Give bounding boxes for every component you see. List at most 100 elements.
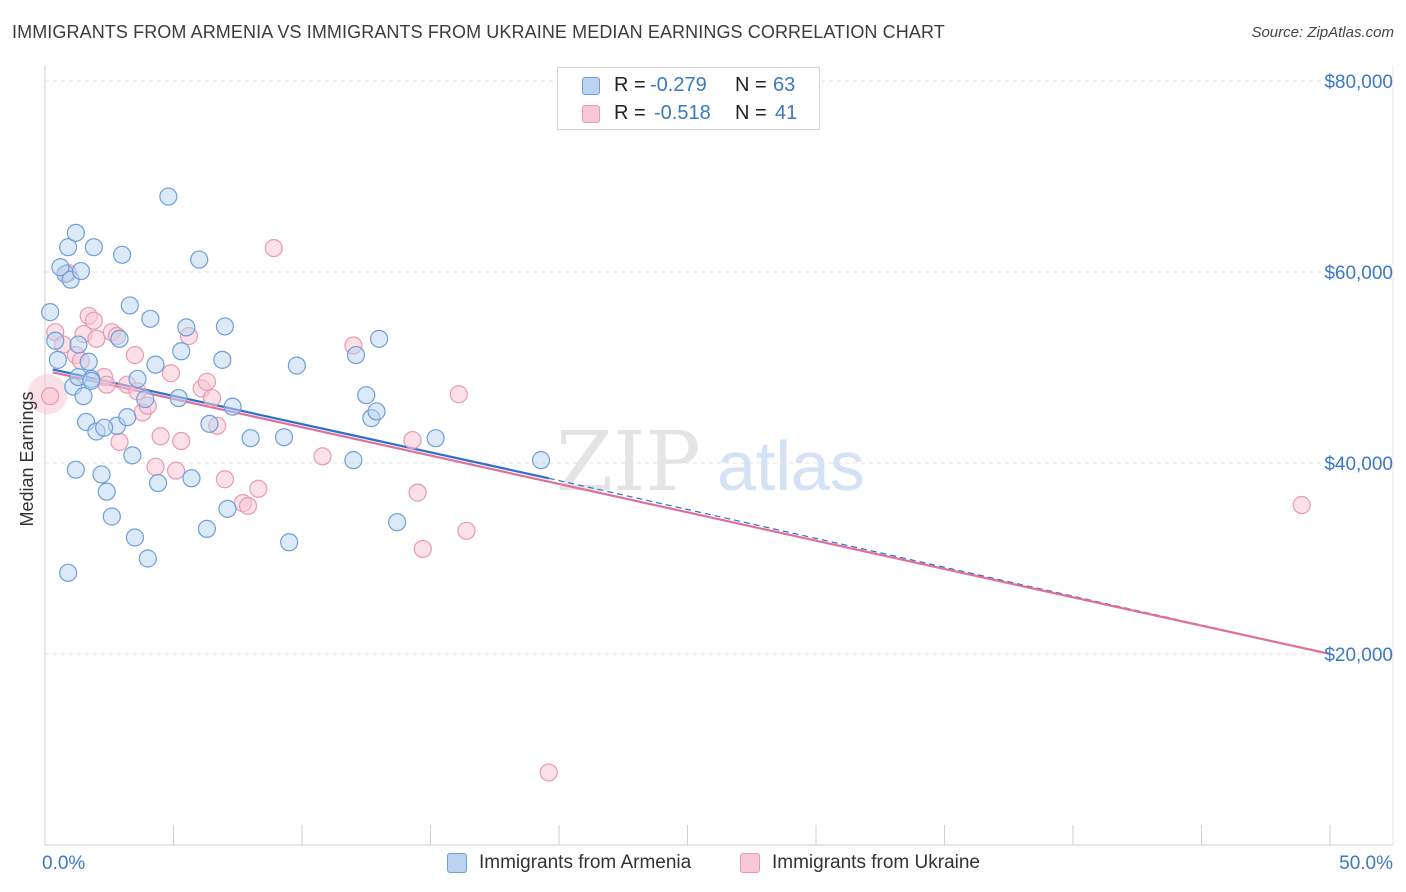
armenia-point [177,318,196,337]
legend-row-ukraine: R = -0.518 N = 41 [558,100,819,128]
armenia-point [138,549,157,568]
armenia-point [69,335,88,354]
armenia-point [125,528,145,547]
armenia-point [426,429,445,448]
legend-swatch-armenia [582,77,600,95]
armenia-point [280,533,299,552]
ukraine-point [215,470,234,489]
armenia-point [370,329,389,348]
ukraine-point [161,364,181,383]
ukraine-point [413,539,432,559]
legend-r-label: R = [614,74,646,96]
armenia-point [197,519,217,538]
armenia-point [387,513,407,532]
ukraine-point [87,329,106,348]
bottom-legend-swatch-armenia [447,853,467,873]
watermark: ZIP atlas [556,415,865,510]
armenia-point [112,245,132,264]
armenia-point [218,499,237,518]
legend-r-label: R = [614,102,646,124]
armenia-point [367,402,386,421]
armenia-point [200,414,219,433]
ukraine-point [238,496,258,516]
armenia-point [287,356,306,375]
armenia-point [531,451,551,470]
armenia-point [357,386,376,405]
armenia-point [148,473,168,493]
watermark-atlas: atlas [717,427,865,505]
armenia-point [223,397,242,416]
legend-r-value-ukraine: -0.518 [654,102,711,124]
armenia-point [190,250,209,269]
ukraine-point [84,311,103,330]
y-tick-label: $80,000 [1324,72,1393,93]
ukraine-trend-line [52,371,1331,656]
x-tick-label-start: 0.0% [42,853,85,874]
ukraine-point [97,375,116,394]
legend-row-armenia: R = -0.279 N = 63 [558,72,819,100]
ukraine-point [146,457,165,476]
bottom-legend-swatch-ukraine [740,853,760,873]
armenia-point [213,350,232,369]
armenia-point [215,317,234,336]
armenia-point [84,238,103,257]
armenia-point [141,309,160,328]
ukraine-point [539,763,558,782]
legend-n-label: N = [735,74,767,96]
correlation-legend: R = -0.279 N = 63 R = -0.518 N = 41 [557,67,820,130]
legend-n-label: N = [735,102,767,124]
y-axis-label: Median Earnings [17,391,37,526]
armenia-point [120,296,139,315]
armenia-point [66,223,85,242]
bottom-legend-label-armenia: Immigrants from Armenia [479,852,692,873]
armenia-point [82,371,101,390]
bottom-legend-label-ukraine: Immigrants from Ukraine [772,852,980,873]
ukraine-point [110,432,129,452]
armenia-point [92,465,111,484]
armenia-trend-extension [548,477,1331,655]
legend-n-value-ukraine: 41 [775,102,798,124]
armenia-point [79,352,98,371]
armenia-point [41,303,60,322]
armenia-point [128,369,147,389]
y-tick-label: $40,000 [1324,454,1393,475]
armenia-point [118,408,137,427]
armenia-point [48,350,67,369]
chart-source: Source: ZipAtlas.com [1251,24,1394,41]
ukraine-point [403,430,422,450]
armenia-point [110,329,129,348]
ukraine-point [249,479,268,498]
chart-title: IMMIGRANTS FROM ARMENIA VS IMMIGRANTS FR… [12,22,945,42]
ukraine-point [125,345,145,365]
ukraine-point [202,388,222,408]
ukraine-point [151,427,170,446]
legend-swatch-ukraine [582,105,600,123]
armenia-point [46,331,65,350]
armenia-point [169,388,188,408]
ukraine-point [457,521,476,540]
armenia-point [344,451,363,470]
armenia-point [59,238,78,257]
armenia-point [123,446,142,465]
armenia-point [274,428,294,447]
armenia-point [97,482,116,501]
armenia-point [146,355,165,374]
armenia-point [71,261,91,281]
ukraine-point [408,483,427,502]
ukraine-point [313,447,332,466]
ukraine-point [197,372,217,391]
ukraine-point [449,385,468,404]
x-tick-label-end: 50.0% [1339,853,1393,874]
armenia-point [241,429,260,448]
watermark-zip: ZIP [556,415,701,510]
y-tick-label: $20,000 [1324,645,1393,666]
ukraine-point [172,431,191,451]
ukraine-point [166,461,186,480]
ukraine-point [41,387,60,406]
armenia-point [74,387,93,406]
armenia-point [136,389,155,409]
legend-r-value-armenia: -0.279 [650,74,707,96]
armenia-point [95,418,114,437]
armenia-point [66,460,85,479]
